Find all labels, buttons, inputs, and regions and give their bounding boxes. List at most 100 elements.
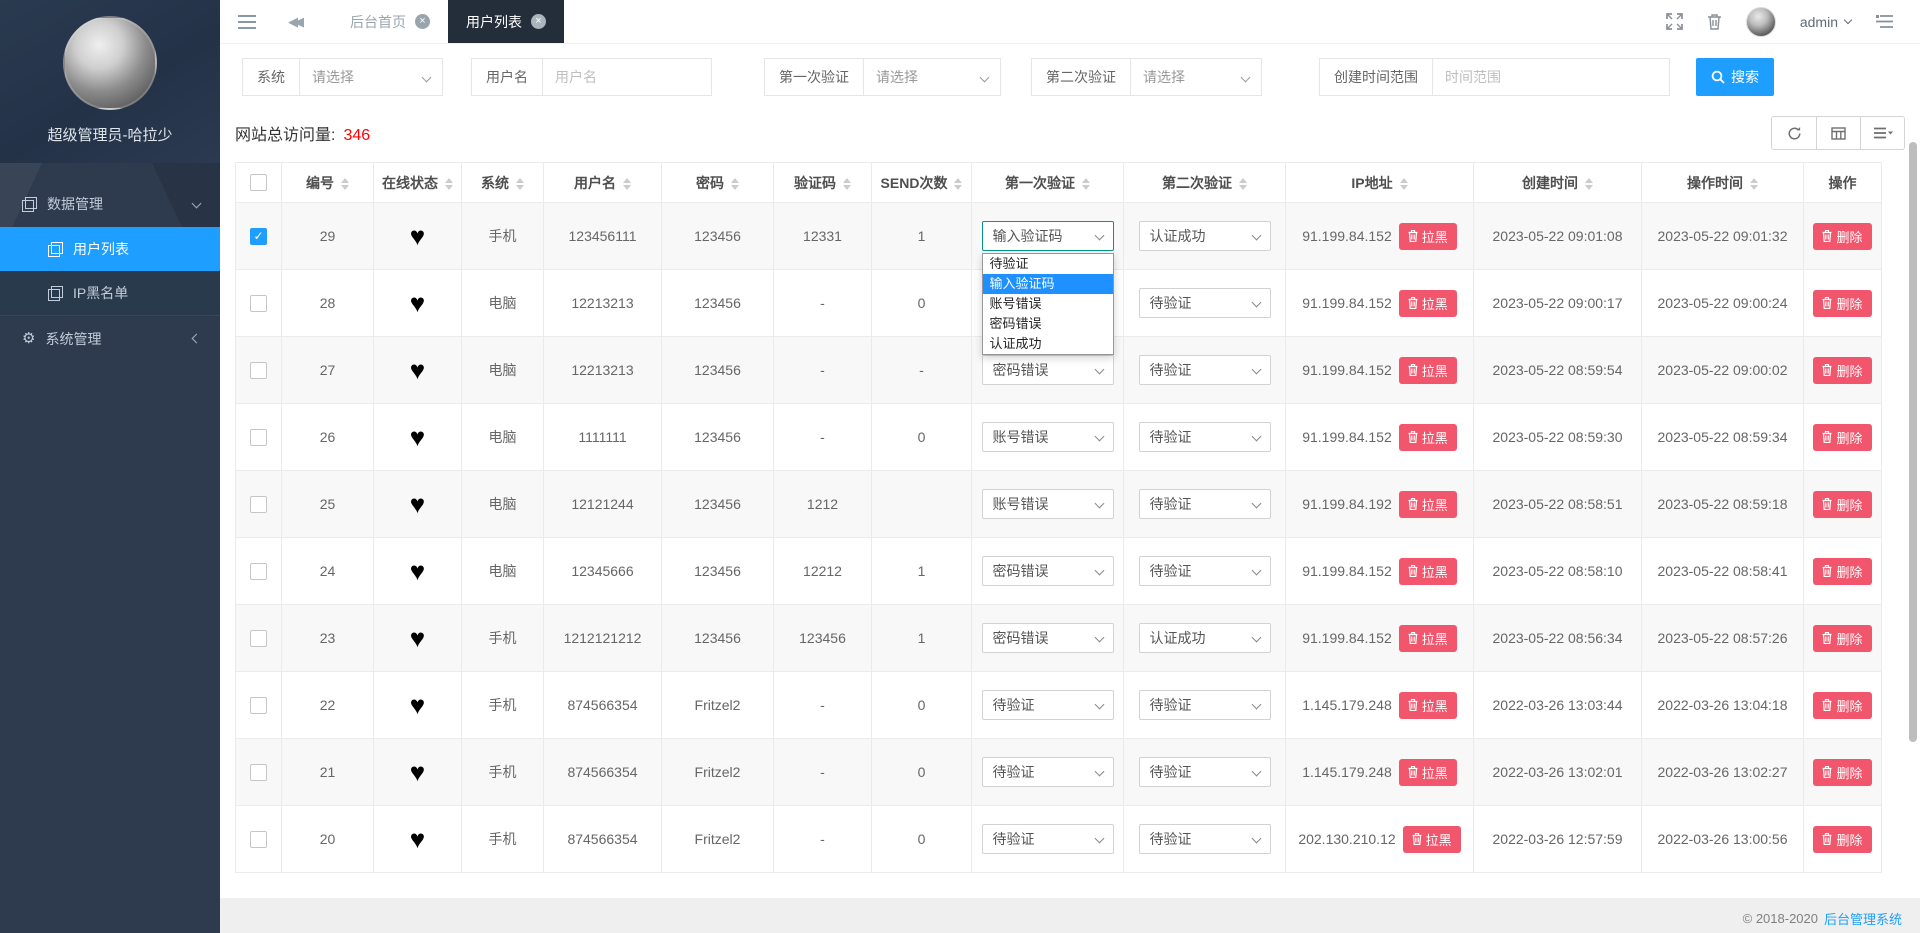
avatar[interactable] [1745, 6, 1776, 37]
second-validation-select[interactable]: 待验证 [1138, 355, 1271, 385]
tab-home[interactable]: 后台首页 × [332, 0, 448, 43]
delete-button[interactable]: 删除 [1813, 825, 1872, 853]
row-checkbox[interactable] [250, 495, 267, 513]
sort-icon[interactable] [1750, 177, 1758, 190]
row-checkbox[interactable] [250, 428, 267, 446]
search-icon [1711, 70, 1725, 84]
block-ip-button[interactable]: 拉黑 [1398, 289, 1457, 317]
delete-button[interactable]: 删除 [1813, 423, 1872, 451]
first-validation-select[interactable]: 密码错误 [981, 623, 1114, 653]
sort-icon[interactable] [516, 177, 524, 190]
sort-icon[interactable] [1399, 177, 1408, 190]
delete-button[interactable]: 删除 [1813, 624, 1872, 652]
first-validation-select[interactable]: 密码错误 [981, 355, 1114, 385]
row-checkbox[interactable] [250, 830, 267, 848]
row-checkbox[interactable] [250, 763, 267, 781]
sort-icon[interactable] [1239, 177, 1247, 190]
row-checkbox[interactable] [250, 629, 267, 647]
block-ip-button[interactable]: 拉黑 [1398, 691, 1457, 719]
second-validation-select[interactable]: 待验证 [1138, 824, 1271, 854]
first-validation-select[interactable]: 待验证 [981, 757, 1114, 787]
time-range-input[interactable] [1433, 59, 1669, 95]
sidebar-item-data-management[interactable]: 数据管理 [0, 181, 220, 227]
hamburger-icon[interactable] [238, 14, 256, 29]
first-validation-filter-select[interactable]: 请选择 [864, 59, 1000, 95]
tab-user-list[interactable]: 用户列表 × [448, 0, 564, 43]
refresh-button[interactable] [1772, 117, 1816, 149]
block-ip-button[interactable]: 拉黑 [1398, 423, 1457, 451]
second-validation-select[interactable]: 认证成功 [1138, 623, 1271, 653]
second-validation-select[interactable]: 待验证 [1138, 556, 1271, 586]
delete-button[interactable]: 删除 [1813, 557, 1872, 585]
first-validation-select[interactable]: 待验证 [981, 824, 1114, 854]
block-ip-button[interactable]: 拉黑 [1398, 557, 1457, 585]
second-validation-select[interactable]: 待验证 [1138, 757, 1271, 787]
first-validation-select[interactable]: 密码错误 [981, 556, 1114, 586]
sort-icon[interactable] [731, 177, 739, 190]
content: 系统 请选择 用户名 第一次验证 请选择 [220, 44, 1920, 933]
scrollbar-thumb[interactable] [1909, 142, 1917, 742]
second-validation-select[interactable]: 认证成功 [1138, 221, 1271, 251]
row-checkbox[interactable] [250, 294, 267, 312]
second-validation-select[interactable]: 待验证 [1138, 288, 1271, 318]
select-all-checkbox[interactable] [250, 174, 267, 191]
filter-label: 用户名 [472, 59, 543, 95]
fullscreen-icon[interactable] [1666, 13, 1683, 30]
sort-icon[interactable] [445, 177, 453, 190]
admin-menu[interactable]: admin [1800, 14, 1853, 30]
second-validation-filter-select[interactable]: 请选择 [1131, 59, 1261, 95]
delete-button[interactable]: 删除 [1813, 490, 1872, 518]
export-table-icon[interactable] [1816, 117, 1860, 149]
brand-link[interactable]: 后台管理系统 [1823, 911, 1902, 927]
sidebar-item-user-list[interactable]: 用户列表 [0, 227, 220, 271]
sort-icon[interactable] [843, 177, 851, 190]
block-ip-button[interactable]: 拉黑 [1398, 758, 1457, 786]
sort-icon[interactable] [341, 177, 349, 190]
block-ip-button[interactable]: 拉黑 [1398, 624, 1457, 652]
row-checkbox[interactable] [250, 696, 267, 714]
sidebar: 超级管理员-哈拉少 数据管理 用户列表 IP黑名单 ⚙ 系统管理 [0, 0, 220, 933]
trash-icon[interactable] [1707, 13, 1722, 30]
first-validation-select[interactable]: 待验证 [981, 690, 1114, 720]
first-validation-select[interactable]: 账号错误 [981, 422, 1114, 452]
block-ip-button[interactable]: 拉黑 [1402, 825, 1461, 853]
delete-button[interactable]: 删除 [1813, 758, 1872, 786]
sidebar-item-ip-blacklist[interactable]: IP黑名单 [0, 271, 220, 315]
tabs-scroll-left-icon[interactable]: ◀◀ [288, 13, 304, 29]
sort-icon[interactable] [623, 177, 631, 190]
columns-toggle-button[interactable] [1860, 117, 1904, 149]
close-icon[interactable]: × [415, 14, 430, 29]
second-validation-select[interactable]: 待验证 [1138, 690, 1271, 720]
topbar-right: admin [1666, 0, 1920, 43]
system-select[interactable]: 请选择 [300, 59, 442, 95]
block-ip-button[interactable]: 拉黑 [1398, 356, 1457, 384]
delete-button[interactable]: 删除 [1813, 691, 1872, 719]
cell-checkbox [235, 671, 282, 739]
sort-icon[interactable] [954, 177, 963, 190]
first-validation-select[interactable]: 输入验证码 待验证 输入验证码 账号错误 密码错误 认证成功 [981, 221, 1114, 355]
delete-button[interactable]: 删除 [1813, 222, 1872, 250]
dropdown-option[interactable]: 密码错误 [989, 316, 1042, 331]
row-checkbox[interactable] [250, 361, 267, 379]
dropdown-option[interactable]: 账号错误 [989, 296, 1042, 311]
dropdown-option[interactable]: 输入验证码 [982, 274, 1113, 294]
block-ip-button[interactable]: 拉黑 [1398, 490, 1457, 518]
block-ip-button[interactable]: 拉黑 [1398, 222, 1457, 250]
close-icon[interactable]: × [531, 14, 546, 29]
second-validation-select[interactable]: 待验证 [1138, 422, 1271, 452]
dropdown-option[interactable]: 待验证 [989, 256, 1029, 271]
sidebar-item-system-management[interactable]: ⚙ 系统管理 [0, 315, 220, 361]
second-validation-select[interactable]: 待验证 [1138, 489, 1271, 519]
sort-icon[interactable] [1082, 177, 1090, 190]
username-input[interactable] [543, 59, 711, 95]
panel-menu-icon[interactable] [1875, 14, 1894, 29]
dropdown-option[interactable]: 认证成功 [989, 336, 1042, 351]
delete-button[interactable]: 删除 [1813, 356, 1872, 384]
row-checkbox[interactable]: ✓ [250, 227, 267, 245]
sort-icon[interactable] [1585, 177, 1593, 190]
delete-button[interactable]: 删除 [1813, 289, 1872, 317]
first-validation-select[interactable]: 账号错误 [981, 489, 1114, 519]
row-checkbox[interactable] [250, 562, 267, 580]
search-button[interactable]: 搜索 [1696, 58, 1774, 96]
filter-second-validation: 第二次验证 请选择 [1031, 58, 1262, 96]
